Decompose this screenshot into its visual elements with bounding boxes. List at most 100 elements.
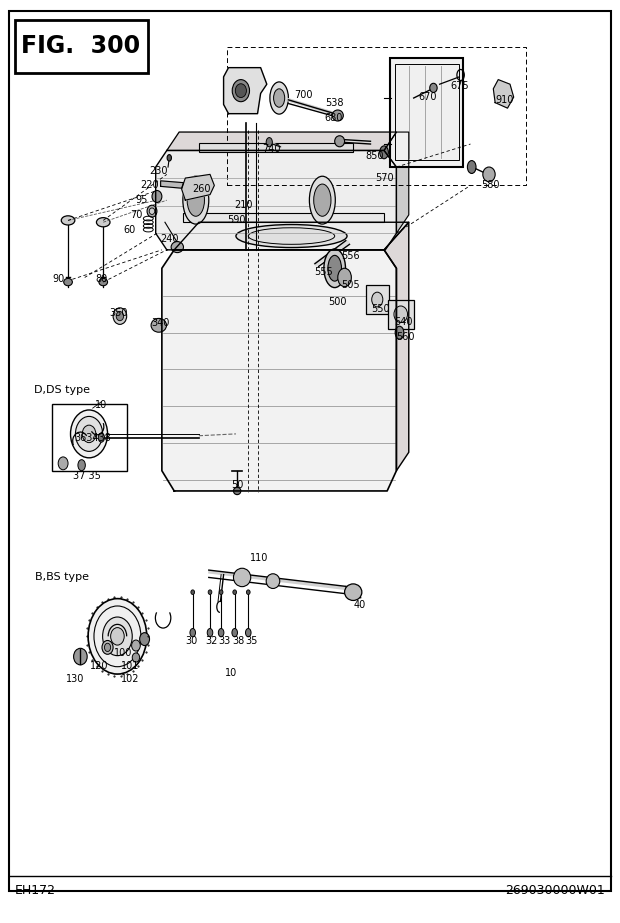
Ellipse shape — [78, 460, 86, 471]
Ellipse shape — [208, 590, 212, 594]
Ellipse shape — [61, 216, 75, 225]
Ellipse shape — [152, 190, 162, 202]
Polygon shape — [384, 222, 409, 471]
Bar — [52, 404, 127, 471]
Text: 120: 120 — [90, 661, 108, 671]
Ellipse shape — [64, 279, 73, 286]
Ellipse shape — [191, 590, 195, 594]
Ellipse shape — [102, 641, 113, 654]
Ellipse shape — [270, 82, 288, 114]
Text: 100: 100 — [115, 648, 133, 658]
Ellipse shape — [236, 84, 246, 98]
Text: FIG.  300: FIG. 300 — [22, 34, 141, 58]
Ellipse shape — [219, 590, 223, 594]
Text: 35: 35 — [246, 636, 258, 646]
Ellipse shape — [167, 155, 172, 161]
Text: 550: 550 — [371, 304, 390, 314]
Bar — [390, 58, 463, 167]
Text: 95: 95 — [135, 195, 148, 205]
Text: 556: 556 — [342, 251, 360, 261]
Ellipse shape — [328, 256, 342, 282]
Text: 80: 80 — [95, 274, 107, 284]
Text: 340: 340 — [151, 318, 170, 328]
Ellipse shape — [314, 184, 331, 216]
Bar — [184, 213, 384, 222]
Ellipse shape — [246, 590, 250, 594]
Polygon shape — [167, 132, 396, 150]
Text: 680: 680 — [324, 114, 343, 124]
Text: 538: 538 — [326, 98, 344, 108]
Text: 60: 60 — [123, 224, 136, 234]
Text: 10: 10 — [95, 401, 107, 411]
Ellipse shape — [76, 416, 103, 451]
Text: 50: 50 — [232, 481, 244, 490]
Ellipse shape — [74, 648, 87, 665]
Text: 90: 90 — [52, 274, 64, 284]
Bar — [199, 143, 353, 152]
Bar — [388, 300, 414, 329]
Ellipse shape — [82, 426, 96, 443]
Ellipse shape — [218, 629, 224, 637]
Text: 220: 220 — [140, 180, 159, 190]
Text: 70: 70 — [130, 210, 142, 220]
Text: 37 35: 37 35 — [73, 472, 100, 481]
Ellipse shape — [335, 136, 345, 147]
Text: 38: 38 — [232, 636, 244, 646]
Text: 40: 40 — [353, 600, 366, 610]
Text: 230: 230 — [149, 166, 168, 175]
Ellipse shape — [147, 205, 157, 217]
Text: 500: 500 — [328, 297, 347, 307]
Text: 110: 110 — [250, 553, 268, 563]
Ellipse shape — [232, 79, 249, 102]
Ellipse shape — [467, 161, 476, 174]
Ellipse shape — [103, 617, 132, 655]
Ellipse shape — [345, 584, 362, 601]
Text: 580: 580 — [481, 180, 500, 190]
Polygon shape — [494, 79, 514, 108]
Ellipse shape — [266, 574, 280, 589]
Bar — [15, 19, 148, 73]
Ellipse shape — [273, 89, 285, 107]
Text: 555: 555 — [314, 267, 333, 277]
Text: 700: 700 — [294, 90, 313, 101]
Ellipse shape — [113, 308, 126, 324]
Text: 210: 210 — [234, 199, 252, 210]
Ellipse shape — [372, 293, 383, 307]
Polygon shape — [162, 250, 396, 491]
Ellipse shape — [430, 83, 437, 92]
Text: 269030000W01: 269030000W01 — [505, 884, 605, 897]
Text: 540: 540 — [394, 317, 412, 327]
Text: 260: 260 — [192, 184, 211, 194]
Text: D,DS type: D,DS type — [34, 385, 90, 395]
Ellipse shape — [140, 632, 149, 645]
Text: 101: 101 — [120, 661, 139, 671]
Ellipse shape — [99, 433, 104, 442]
Polygon shape — [224, 67, 267, 114]
Ellipse shape — [104, 643, 110, 652]
Ellipse shape — [266, 138, 272, 147]
Ellipse shape — [71, 410, 107, 458]
Text: 363438: 363438 — [74, 433, 111, 442]
Ellipse shape — [233, 590, 237, 594]
Ellipse shape — [132, 653, 140, 662]
Ellipse shape — [190, 629, 195, 637]
Ellipse shape — [324, 249, 345, 288]
Ellipse shape — [171, 242, 184, 253]
Ellipse shape — [110, 628, 124, 645]
Text: 350: 350 — [109, 308, 128, 318]
Ellipse shape — [483, 167, 495, 182]
Ellipse shape — [183, 176, 209, 224]
Text: 850: 850 — [365, 151, 383, 161]
Ellipse shape — [236, 224, 347, 247]
Ellipse shape — [58, 457, 68, 470]
Text: 560: 560 — [396, 332, 415, 342]
Text: eReplacementParts.com: eReplacementParts.com — [213, 400, 383, 414]
Text: EH172: EH172 — [15, 884, 56, 897]
Ellipse shape — [97, 218, 110, 227]
Ellipse shape — [187, 184, 205, 216]
Polygon shape — [156, 150, 396, 250]
Polygon shape — [161, 181, 184, 188]
Ellipse shape — [332, 110, 343, 121]
Bar — [395, 64, 459, 160]
Text: 570: 570 — [374, 174, 393, 183]
